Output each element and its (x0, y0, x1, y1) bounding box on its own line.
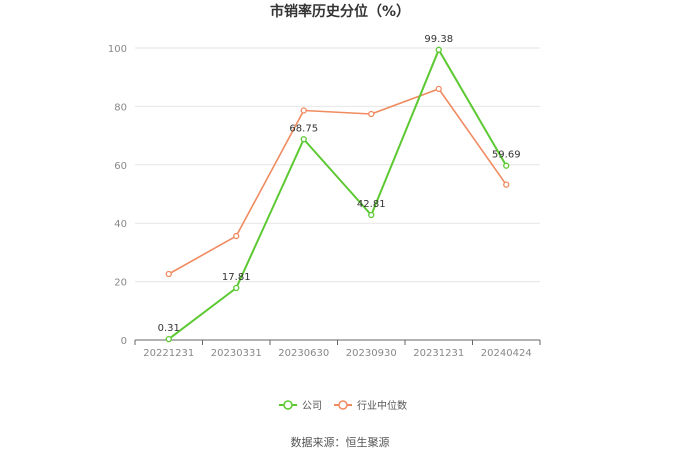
x-tick-label: 20240424 (481, 348, 532, 359)
data-point (165, 335, 172, 343)
data-point (233, 232, 240, 240)
data-point (503, 181, 510, 188)
data-point (233, 284, 240, 292)
legend-label-company[interactable]: 公司 (302, 401, 322, 412)
data-point (368, 110, 375, 118)
axes: 0 20 40 60 80 100 20221231 20230331 20230630 2023… (108, 44, 541, 359)
y-tick-label: 40 (114, 219, 127, 230)
source-note: 数据来源：恒生聚源 (291, 435, 390, 449)
x-tick-label: 20231231 (413, 348, 464, 359)
y-tick-label: 60 (114, 161, 127, 172)
x-tick-label: 20230331 (211, 348, 262, 359)
legend-marker-industry-median[interactable] (338, 400, 348, 410)
series-line-industry-median (168, 88, 507, 275)
data-label: 99.38 (424, 34, 453, 45)
chart-title: 市销率历史分位（%） (270, 3, 410, 20)
data-label: 17.81 (222, 272, 251, 283)
data-label: 68.75 (289, 123, 318, 134)
data-point (368, 211, 375, 219)
legend: 公司 行业中位数 (279, 399, 407, 412)
legend-label-industry-median[interactable]: 行业中位数 (357, 399, 407, 412)
series-line-company (168, 48, 508, 340)
x-tick-label: 20230630 (278, 348, 329, 359)
y-tick-label: 80 (114, 102, 127, 113)
x-tick-label: 20230930 (346, 348, 397, 359)
grid (135, 47, 540, 283)
data-point (435, 85, 442, 93)
data-label: 0.31 (158, 323, 180, 334)
data-point (300, 136, 307, 143)
series (165, 46, 510, 343)
data-point (503, 162, 510, 169)
y-tick-label: 0 (121, 336, 127, 347)
data-point (165, 270, 172, 278)
y-tick-label: 20 (114, 278, 127, 289)
data-labels: 0.31 17.81 68.75 42.81 99.38 59.69 (158, 34, 521, 334)
data-point (435, 46, 442, 53)
x-tick-label: 20221231 (143, 348, 194, 359)
legend-marker-company[interactable] (283, 400, 293, 410)
y-tick-label: 100 (108, 44, 127, 55)
data-label: 42.81 (357, 199, 386, 210)
data-label: 59.69 (492, 150, 521, 161)
data-point (300, 107, 307, 114)
